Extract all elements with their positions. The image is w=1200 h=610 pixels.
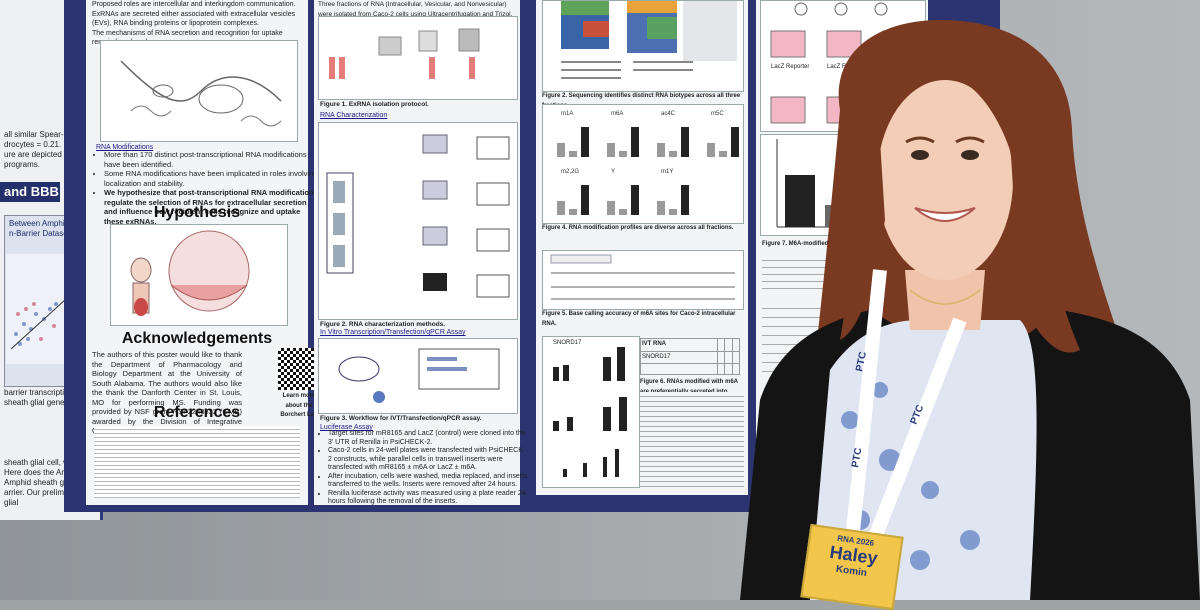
panel-bar xyxy=(707,143,715,157)
panel-bar xyxy=(669,151,677,157)
panel-bar xyxy=(681,127,689,157)
panel-label: m5C xyxy=(711,111,724,117)
rna-modifications-list: More than 170 distinct post-transcriptio… xyxy=(86,150,319,226)
luciferase-list: Target sites for mR8165 and LacZ (contro… xyxy=(314,430,528,507)
panel-bar xyxy=(607,201,615,215)
isolation-protocol-figure xyxy=(318,16,518,100)
lanyard-text: PTC xyxy=(854,351,869,373)
figure-5-caption: Figure 5. Base calling accuracy of m6A s… xyxy=(542,311,736,327)
scatter-plot xyxy=(6,254,74,364)
panel-bar xyxy=(569,209,577,215)
panel-bar xyxy=(607,143,615,157)
left-poster-fragment-top: all similar Spear- drocytes = 0.21. ure … xyxy=(4,130,64,169)
poster-column-1: Proposed roles are intercellular and int… xyxy=(86,0,320,505)
left-poster-panel-title: Between Amphid n-Barrier Dataset xyxy=(9,219,70,238)
panel-bar xyxy=(569,151,577,157)
lanyard-text: PTC xyxy=(850,447,864,469)
panel-bar xyxy=(619,209,627,215)
list-item: Target sites for mR8165 and LacZ (contro… xyxy=(328,430,528,447)
ivt-rna-table: IVT RNA SNORD17 xyxy=(640,338,741,375)
list-item: After incubation, cells were washed, med… xyxy=(328,473,528,490)
ivt-workflow-figure xyxy=(318,338,518,414)
snord-figure: SNORD17 xyxy=(542,336,640,488)
panel-bar xyxy=(657,201,665,215)
figure-4-caption: Figure 4. RNA modification profiles are … xyxy=(542,225,734,231)
panel-bar xyxy=(731,127,739,157)
left-poster-fragment-mid: barrier transcription sheath glial genes xyxy=(4,388,73,407)
acknowledgements-title: Acknowledgements xyxy=(121,330,273,347)
panel-label: m2,2G xyxy=(561,169,579,175)
panel-bar xyxy=(631,127,639,157)
panel-bar xyxy=(619,151,627,157)
figure-7-caption: Figure 7. M6A-modified recipient cells. xyxy=(762,241,872,247)
ivt-heading: In Vitro Transcription/Transfection/qPCR… xyxy=(320,329,466,336)
biotype-figure xyxy=(542,0,744,92)
poster-column-2: Three fractions of RNA (Intracellular, V… xyxy=(314,0,528,505)
panel-bar xyxy=(631,185,639,215)
list-item: We hypothesize that post-transcriptional… xyxy=(104,188,319,226)
panel-label: Y xyxy=(611,169,615,175)
rna-characterization-figure xyxy=(318,122,518,320)
table-cell: SNORD17 xyxy=(640,350,718,364)
hypothesis-diagram xyxy=(110,224,288,326)
panel-bar xyxy=(581,185,589,215)
figure-1-caption: Figure 1. ExRNA isolation protocol. xyxy=(320,101,429,108)
name-badge: RNA 2026 Haley Komin xyxy=(800,523,904,610)
isolation-text: Three fractions of RNA (Intracellular, V… xyxy=(318,1,513,18)
panel-label: m1Y xyxy=(661,169,673,175)
base-calling-figure xyxy=(542,250,744,310)
snord-label: SNORD17 xyxy=(553,340,582,346)
panel-bar xyxy=(681,185,689,215)
panel-bar xyxy=(581,127,589,157)
panel-bar xyxy=(669,209,677,215)
table-header: IVT RNA xyxy=(640,338,718,352)
rna-modifications-heading: RNA Modifications xyxy=(96,144,154,151)
references-list xyxy=(94,426,300,498)
list-item: Renilla luciferase activity was measured… xyxy=(328,490,528,507)
figure-3-caption: Figure 3. Workflow for IVT/Transfection/… xyxy=(320,415,482,422)
exrna-illustration xyxy=(100,40,298,142)
qr-caption: Learn more about the Borchert Lab xyxy=(280,393,318,418)
references-title: References xyxy=(153,404,241,421)
panel-bar xyxy=(557,201,565,215)
panel-label: m6A xyxy=(611,111,623,117)
left-poster-section-bar: and BBB xyxy=(0,182,60,202)
poster-column-3: Figure 2. Sequencing identifies distinct… xyxy=(536,0,748,495)
presenter-person: PTC PTC PTC xyxy=(740,20,1200,600)
hypothesis-title: Hypothesis xyxy=(153,204,241,221)
qr-code xyxy=(278,348,320,390)
list-item: Caco-2 cells in 24-well plates were tran… xyxy=(328,447,528,473)
panel-bar xyxy=(557,143,565,157)
panel-label: m1A xyxy=(561,111,573,117)
face xyxy=(877,80,1013,280)
figure-6-text xyxy=(640,392,744,488)
panel-bar xyxy=(657,143,665,157)
panel-bar xyxy=(719,151,727,157)
panel-label: ac4C xyxy=(661,111,676,117)
reporter-label: LacZ Reporter xyxy=(771,64,810,70)
list-item: Some RNA modifications have been implica… xyxy=(104,169,319,188)
acknowledgements-text: The authors of this poster would like to… xyxy=(92,350,242,435)
luciferase-heading: Luciferase Assay xyxy=(320,424,373,431)
list-item: More than 170 distinct post-transcriptio… xyxy=(104,150,319,169)
figure-2-caption: Figure 2. RNA characterization methods. xyxy=(320,321,446,328)
rna-characterization-heading: RNA Characterization xyxy=(320,112,388,119)
